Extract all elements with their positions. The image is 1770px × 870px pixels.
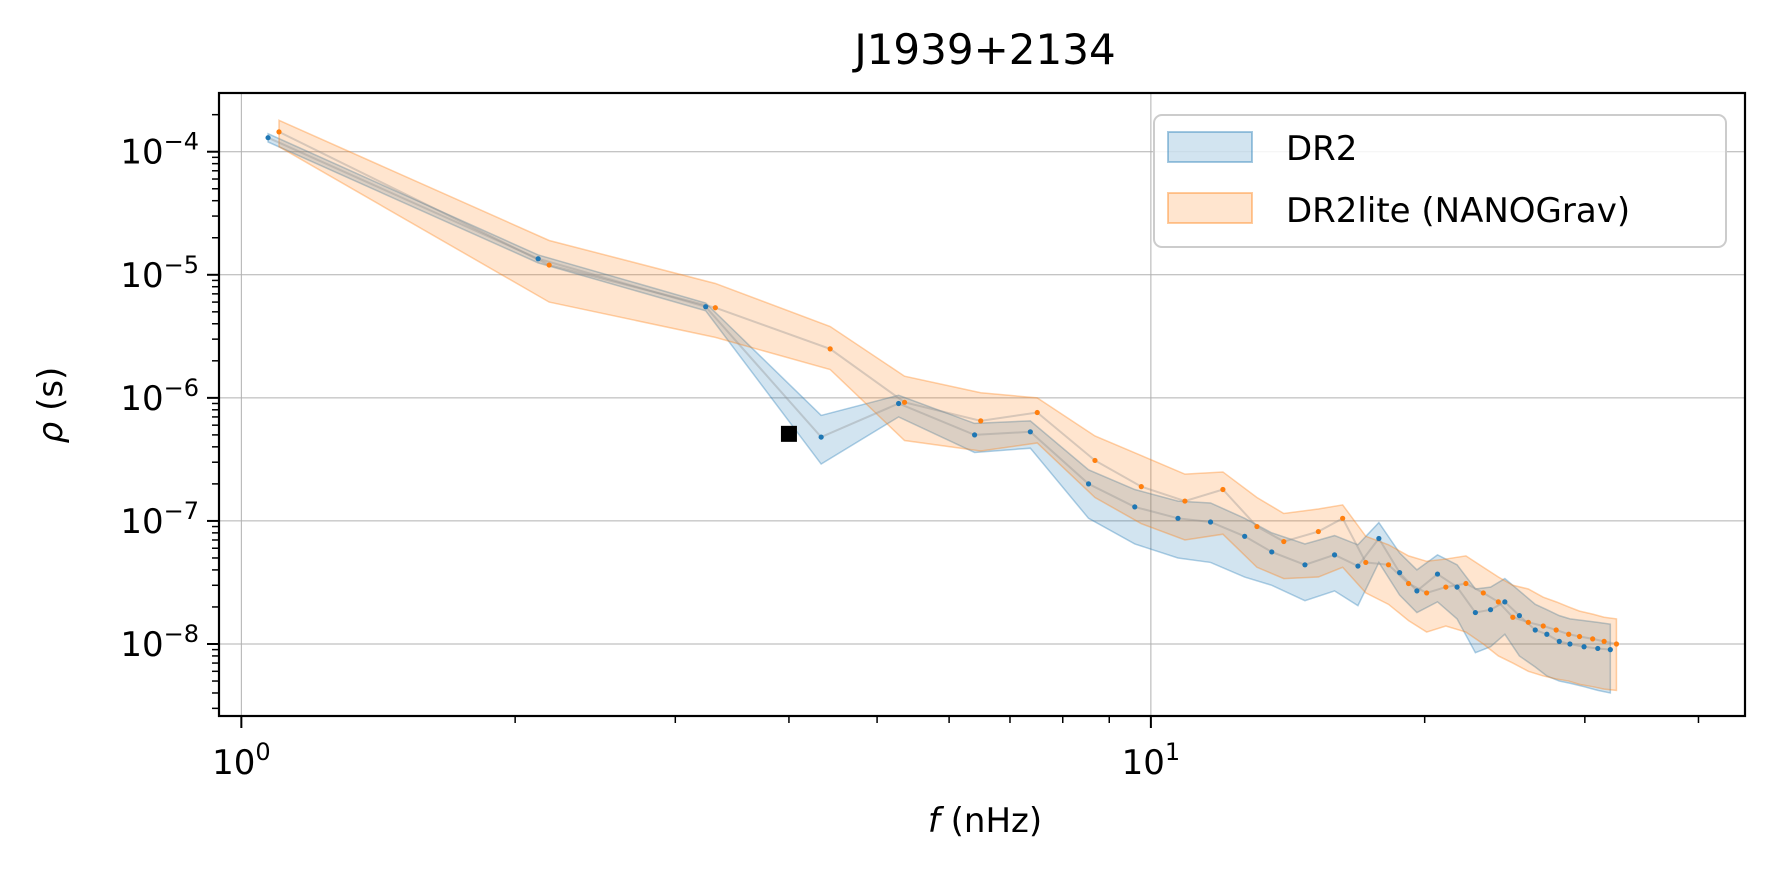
data-point-0 bbox=[1516, 613, 1522, 619]
data-point-0 bbox=[1487, 607, 1494, 613]
legend: DR2 DR2lite (NANOGrav) bbox=[1153, 114, 1727, 248]
confidence-band-0 bbox=[267, 132, 1612, 694]
x-axis: 100 101 bbox=[212, 716, 1700, 783]
data-point-0 bbox=[971, 432, 978, 438]
legend-label-dr2lite: DR2lite (NANOGrav) bbox=[1286, 191, 1630, 231]
y-tick-label: 10−4 bbox=[120, 128, 199, 173]
data-point-1 bbox=[1424, 590, 1430, 596]
data-point-1 bbox=[1553, 627, 1559, 633]
data-point-1 bbox=[1495, 599, 1501, 605]
y-axis-label: ρ (s) bbox=[31, 367, 71, 444]
confidence-bands bbox=[267, 119, 1618, 694]
data-point-0 bbox=[1581, 644, 1587, 650]
data-point-1 bbox=[1092, 457, 1098, 464]
data-point-0 bbox=[1207, 519, 1214, 525]
data-point-0 bbox=[1397, 570, 1403, 576]
data-point-1 bbox=[1463, 580, 1469, 587]
plot-area-frame bbox=[217, 91, 1747, 718]
data-point-0 bbox=[703, 304, 709, 310]
x-axis-label: f (nHz) bbox=[928, 801, 1042, 841]
data-point-1 bbox=[1566, 631, 1572, 637]
data-point-0 bbox=[1595, 645, 1601, 652]
data-point-1 bbox=[827, 346, 833, 352]
legend-frame bbox=[1153, 114, 1727, 248]
data-point-1 bbox=[1138, 484, 1144, 490]
data-point-0 bbox=[1355, 563, 1361, 569]
data-point-0 bbox=[1567, 641, 1573, 647]
data-point-0 bbox=[1434, 571, 1441, 577]
data-point-0 bbox=[1175, 515, 1181, 521]
legend-label-dr2: DR2 bbox=[1286, 129, 1357, 169]
legend-swatch-dr2lite bbox=[1167, 192, 1253, 224]
data-point-1 bbox=[1315, 528, 1321, 535]
data-point-1 bbox=[1540, 623, 1546, 629]
data-point-1 bbox=[1340, 515, 1346, 521]
data-point-1 bbox=[1576, 633, 1583, 640]
data-point-0 bbox=[1331, 552, 1338, 558]
confidence-band-1 bbox=[278, 119, 1618, 692]
data-point-1 bbox=[1443, 584, 1449, 590]
data-point-0 bbox=[265, 135, 271, 141]
data-point-1 bbox=[1590, 636, 1596, 642]
data-point-0 bbox=[1556, 638, 1562, 644]
legend-swatch-dr2 bbox=[1167, 131, 1253, 163]
data-point-1 bbox=[1281, 538, 1287, 545]
data-point-0 bbox=[896, 400, 902, 407]
data-point-0 bbox=[1502, 599, 1508, 605]
data-point-1 bbox=[1525, 619, 1531, 625]
data-point-0 bbox=[1132, 504, 1138, 510]
data-point-0 bbox=[1472, 609, 1478, 616]
data-point-1 bbox=[1385, 562, 1392, 568]
data-point-1 bbox=[546, 262, 552, 268]
data-point-0 bbox=[818, 434, 824, 440]
data-point-0 bbox=[1376, 535, 1382, 542]
data-point-1 bbox=[1034, 409, 1040, 416]
data-point-1 bbox=[1510, 614, 1516, 620]
square-marker bbox=[780, 425, 797, 442]
data-point-0 bbox=[1414, 588, 1420, 594]
chart-title: J1939+2134 bbox=[851, 25, 1115, 74]
data-point-1 bbox=[1220, 486, 1226, 493]
data-point-1 bbox=[1182, 498, 1188, 504]
data-point-0 bbox=[1607, 647, 1613, 653]
data-point-0 bbox=[1454, 584, 1460, 590]
data-point-1 bbox=[1254, 523, 1260, 530]
data-point-0 bbox=[1269, 549, 1275, 555]
data-point-1 bbox=[1363, 559, 1369, 566]
data-point-0 bbox=[1302, 562, 1308, 568]
data-point-1 bbox=[1480, 590, 1486, 596]
annotations bbox=[780, 425, 797, 442]
data-point-1 bbox=[712, 305, 718, 311]
data-point-0 bbox=[1242, 533, 1248, 539]
data-point-1 bbox=[1405, 580, 1412, 587]
data-point-1 bbox=[276, 129, 282, 135]
data-point-0 bbox=[535, 256, 541, 262]
grid bbox=[219, 93, 1745, 716]
data-point-1 bbox=[1613, 641, 1620, 647]
data-point-1 bbox=[978, 418, 984, 424]
data-point-0 bbox=[1085, 481, 1092, 487]
data-point-1 bbox=[1601, 638, 1607, 644]
data-points bbox=[265, 129, 1620, 653]
data-point-0 bbox=[1544, 631, 1550, 637]
data-point-1 bbox=[901, 399, 908, 405]
data-point-0 bbox=[1532, 627, 1538, 633]
data-point-0 bbox=[1027, 429, 1033, 435]
